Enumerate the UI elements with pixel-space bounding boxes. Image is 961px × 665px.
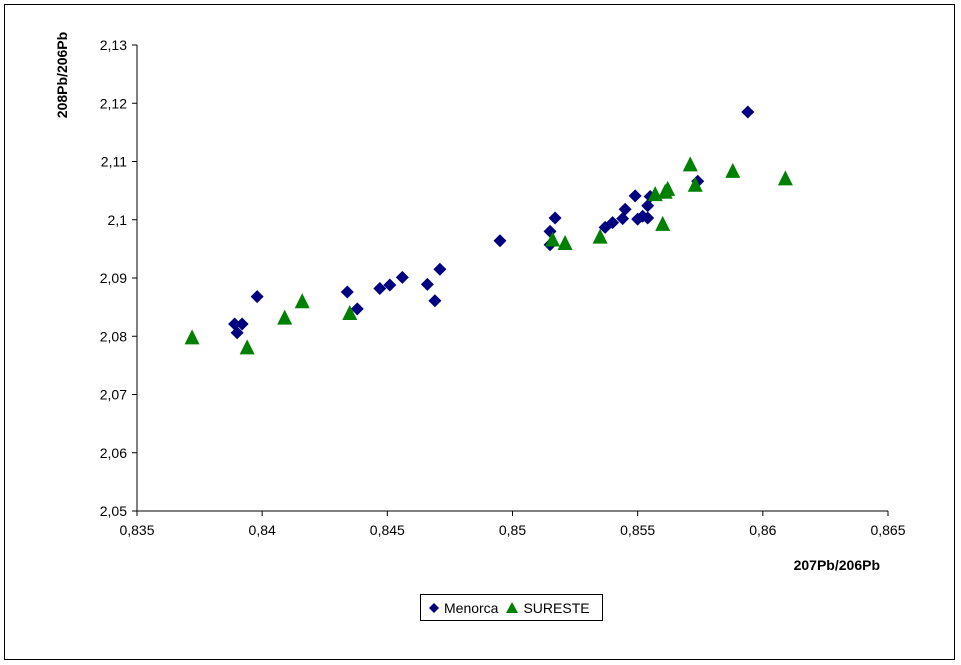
x-tick-label: 0,845: [370, 522, 405, 538]
menorca-point: [373, 281, 387, 295]
triangle-marker-icon: [506, 602, 519, 613]
y-tick-label: 2,06: [100, 445, 127, 461]
sureste-point: [239, 339, 255, 355]
x-tick-label: 0,835: [119, 522, 154, 538]
x-axis-title: 207Pb/206Pb: [794, 557, 880, 573]
menorca-point: [641, 199, 655, 213]
sureste-point: [725, 162, 741, 178]
menorca-point: [433, 262, 447, 276]
y-tick-label: 2,07: [100, 387, 127, 403]
menorca-point: [428, 294, 442, 308]
menorca-point: [616, 212, 630, 226]
sureste-point: [277, 309, 293, 325]
y-tick-label: 2,08: [100, 328, 127, 344]
legend-item-menorca: Menorca: [429, 600, 498, 616]
sureste-point: [342, 304, 358, 320]
x-tick-label: 0,86: [749, 522, 776, 538]
y-axis-title: 208Pb/206Pb: [54, 32, 70, 118]
menorca-point: [250, 290, 264, 304]
y-tick-label: 2,11: [101, 154, 127, 170]
y-tick-label: 2,12: [100, 95, 127, 111]
y-tick-label: 2,1: [108, 212, 128, 228]
sureste-point: [777, 170, 793, 186]
legend-label-menorca: Menorca: [444, 599, 499, 616]
sureste-point: [184, 329, 200, 345]
menorca-point: [350, 302, 364, 316]
data-points: [184, 105, 793, 355]
menorca-point: [340, 285, 354, 299]
sureste-point: [557, 235, 573, 251]
sureste-point: [655, 215, 671, 231]
menorca-point: [420, 277, 434, 291]
x-tick-label: 0,855: [620, 522, 655, 538]
x-tick-label: 0,865: [870, 522, 905, 538]
x-tick-label: 0,85: [499, 522, 526, 538]
x-tick-label: 0,84: [249, 522, 276, 538]
menorca-point: [395, 270, 409, 284]
menorca-point: [641, 211, 655, 225]
sureste-point: [660, 180, 676, 196]
menorca-point: [618, 202, 632, 216]
y-tick-label: 2,09: [100, 270, 127, 286]
diamond-marker-icon: [429, 602, 439, 613]
menorca-point: [606, 216, 620, 230]
y-tick-label: 2,05: [100, 503, 127, 519]
sureste-point: [294, 293, 310, 309]
menorca-point: [628, 189, 642, 203]
sureste-point: [592, 228, 608, 244]
legend: Menorca SURESTE: [420, 594, 603, 621]
menorca-point: [493, 234, 507, 248]
sureste-point: [545, 231, 561, 247]
menorca-point: [235, 317, 249, 331]
menorca-point: [548, 211, 562, 225]
menorca-point: [383, 278, 397, 292]
legend-item-sureste: SURESTE: [506, 599, 590, 616]
menorca-point: [230, 326, 244, 340]
y-tick-label: 2,13: [100, 37, 127, 53]
legend-label-sureste: SURESTE: [523, 599, 590, 616]
sureste-point: [687, 176, 703, 192]
ticks: 2,05 2,06 2,07 2,08 2,09 2,1 2,11 2,12 2,13 0,835…: [100, 37, 906, 538]
axes: [136, 45, 888, 512]
menorca-point: [741, 105, 755, 119]
chart-area: [4, 4, 955, 660]
sureste-point: [682, 156, 698, 172]
